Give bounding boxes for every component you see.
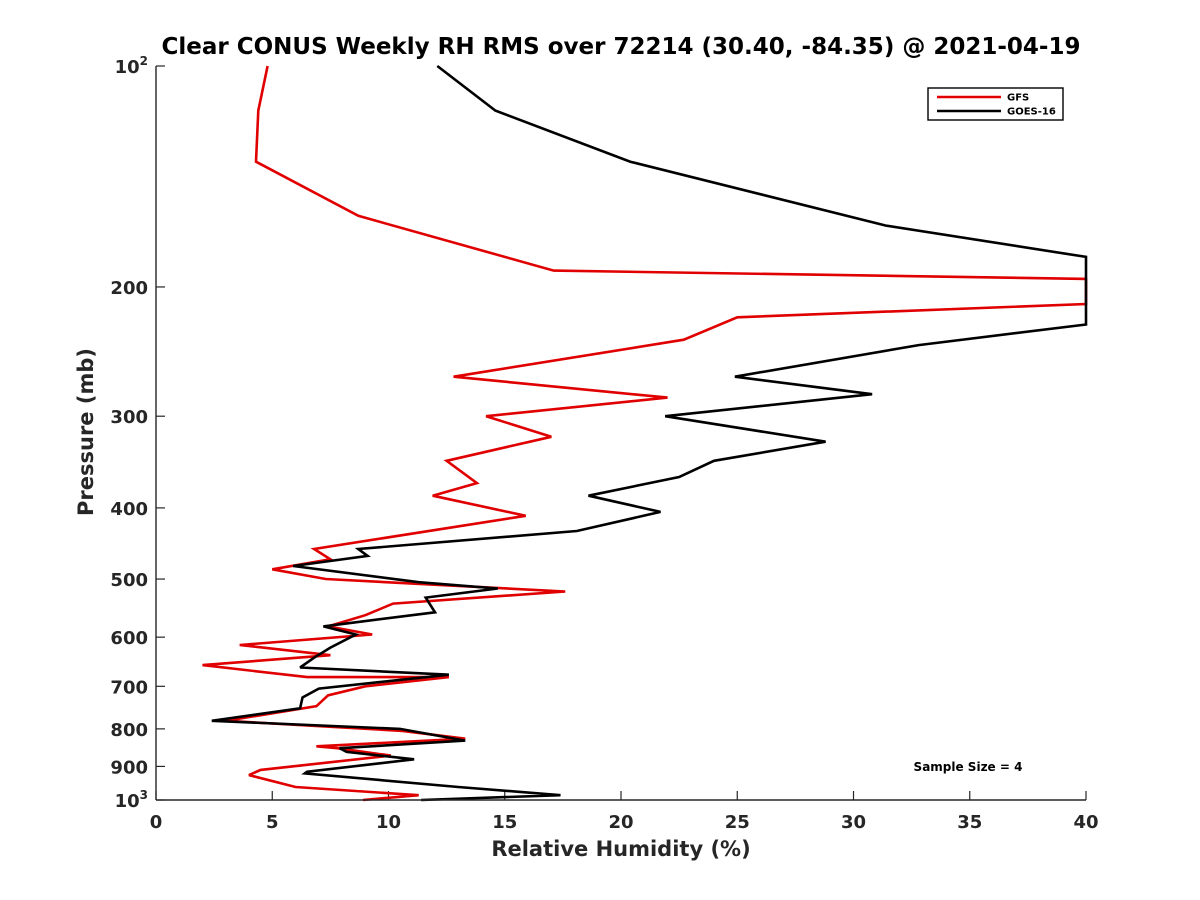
y-tick-label: 103 <box>115 788 148 812</box>
x-tick-label: 5 <box>266 812 279 833</box>
x-tick-label: 35 <box>957 812 982 833</box>
legend-items: GFS GOES-16 <box>937 93 1056 118</box>
x-tick-label: 15 <box>492 812 517 833</box>
y-tick-label: 900 <box>110 757 148 778</box>
series-layer <box>202 64 1088 802</box>
legend-label: GOES-16 <box>1007 107 1056 118</box>
y-tick-label: 300 <box>110 407 148 428</box>
x-tick-label: 40 <box>1073 812 1098 833</box>
sample-size-annotation: Sample Size = 4 <box>914 760 1023 774</box>
legend-box <box>927 87 1064 121</box>
x-tick-label: 0 <box>150 812 163 833</box>
plot-area: 0 5 10 15 20 25 30 35 40 102 200 300 400 500 600 700 80… <box>110 54 1098 833</box>
series-line-goes-16 <box>211 64 1088 802</box>
x-tick-label: 25 <box>725 812 750 833</box>
legend: GFS GOES-16 <box>927 87 1064 121</box>
y-axis-ticks: 102 200 300 400 500 600 700 800 900 103 <box>110 54 165 812</box>
y-tick-label: 200 <box>110 278 148 299</box>
axes-lines <box>155 66 1086 801</box>
y-tick-label: 400 <box>110 499 148 520</box>
x-tick-label: 20 <box>608 812 633 833</box>
y-tick-label: 800 <box>110 720 148 741</box>
series-line-gfs <box>202 65 1088 802</box>
x-axis-label: Relative Humidity (%) <box>491 837 750 861</box>
x-axis-ticks: 0 5 10 15 20 25 30 35 40 <box>150 791 1099 833</box>
y-tick-label: 600 <box>110 628 148 649</box>
y-tick-label: 500 <box>110 570 148 591</box>
legend-label: GFS <box>1007 93 1029 104</box>
y-tick-label: 700 <box>110 677 148 698</box>
y-axis-label: Pressure (mb) <box>74 348 98 516</box>
y-tick-label: 102 <box>115 54 148 78</box>
x-tick-label: 30 <box>841 812 866 833</box>
x-tick-label: 10 <box>376 812 401 833</box>
chart-title: Clear CONUS Weekly RH RMS over 72214 (30… <box>162 34 1081 60</box>
